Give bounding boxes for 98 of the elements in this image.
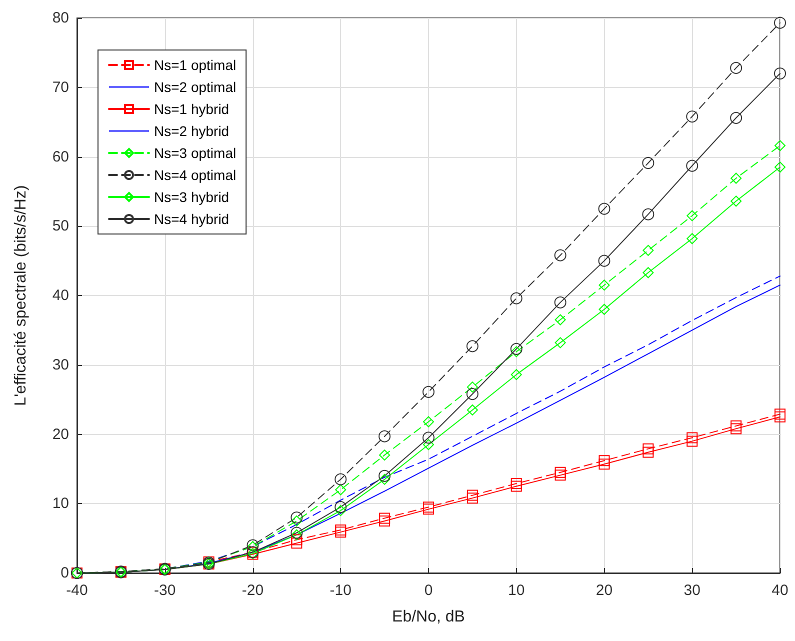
point [686, 436, 698, 447]
point [291, 529, 302, 540]
y-tick-label: 10 [52, 495, 69, 512]
point [730, 420, 742, 432]
point [774, 16, 786, 29]
point [730, 423, 742, 434]
y-tick-label: 40 [52, 287, 69, 304]
point [598, 280, 610, 291]
point [335, 505, 346, 516]
point [466, 404, 478, 416]
point [291, 534, 302, 546]
point [379, 474, 390, 485]
point [686, 110, 698, 123]
point [335, 484, 346, 496]
point [774, 140, 786, 152]
point [642, 446, 654, 458]
y-tick-label: 0 [60, 564, 69, 582]
point [554, 296, 566, 308]
legend-label: Ns=3 hybrid [154, 189, 230, 205]
point [422, 432, 434, 444]
point [598, 202, 610, 215]
x-tick-label: -10 [330, 582, 352, 599]
point [422, 386, 434, 398]
x-tick-label: 10 [508, 582, 525, 599]
point [466, 492, 478, 504]
point [335, 524, 346, 536]
legend-label: Ns=1 optimal [154, 57, 236, 73]
point [598, 458, 610, 470]
point [510, 346, 522, 358]
point [379, 512, 390, 524]
point [510, 342, 522, 355]
point [686, 432, 698, 444]
point [774, 68, 786, 80]
point [774, 408, 786, 420]
point [510, 292, 522, 304]
point [554, 470, 566, 481]
point [510, 369, 522, 380]
point [510, 478, 522, 490]
point [730, 112, 742, 124]
point [466, 382, 478, 393]
point [466, 340, 478, 352]
point [290, 512, 303, 524]
point [686, 233, 698, 244]
point [379, 450, 390, 461]
point [642, 244, 654, 256]
point [466, 490, 478, 501]
point [642, 267, 654, 278]
point [291, 515, 302, 526]
point [686, 160, 698, 172]
point [510, 480, 522, 492]
y-tick-label: 60 [52, 148, 69, 166]
point [774, 411, 786, 422]
point [642, 156, 654, 169]
point [334, 501, 347, 514]
point [598, 304, 610, 315]
point [378, 430, 391, 442]
point [598, 455, 610, 466]
point [423, 416, 434, 428]
x-tick-label: -30 [154, 582, 176, 599]
point [554, 466, 566, 478]
legend-label: Ns=4 hybrid [154, 211, 230, 227]
point [598, 254, 610, 267]
y-axis-title: L'efficacité spectrale (bits/s/Hz) [12, 185, 30, 406]
point [290, 526, 303, 539]
point [466, 388, 478, 400]
y-tick-label: 80 [52, 10, 69, 26]
point [554, 337, 566, 348]
legend-label: Ns=3 optimal [154, 145, 236, 161]
point [379, 515, 390, 526]
point [774, 162, 786, 173]
point [554, 249, 566, 262]
x-tick-label: 0 [424, 582, 433, 599]
x-tick-label: 30 [684, 582, 700, 599]
legend-label: Ns=2 hybrid [154, 123, 230, 139]
x-tick-label: 40 [772, 582, 788, 599]
point [378, 470, 391, 482]
y-tick-label: 50 [52, 218, 69, 235]
y-tick-label: 30 [52, 356, 69, 374]
x-tick-label: -40 [66, 582, 88, 599]
legend-label: Ns=2 optimal [154, 79, 236, 95]
y-tick-label: 20 [52, 426, 69, 443]
legend-label: Ns=1 hybrid [154, 101, 230, 117]
point [730, 172, 742, 184]
y-tick-label: 70 [52, 78, 69, 96]
x-tick-label: 20 [596, 582, 613, 599]
point [291, 538, 302, 549]
point [335, 526, 346, 538]
legend-label: Ns=4 optimal [154, 167, 236, 183]
point [642, 208, 654, 220]
point [730, 62, 742, 74]
x-tick-label: -20 [242, 582, 264, 599]
x-axis-title: Eb/No, dB [392, 608, 465, 626]
point [642, 443, 654, 454]
point [334, 473, 347, 486]
point [554, 314, 566, 326]
point [423, 439, 434, 450]
point [730, 196, 742, 207]
point [686, 210, 698, 222]
